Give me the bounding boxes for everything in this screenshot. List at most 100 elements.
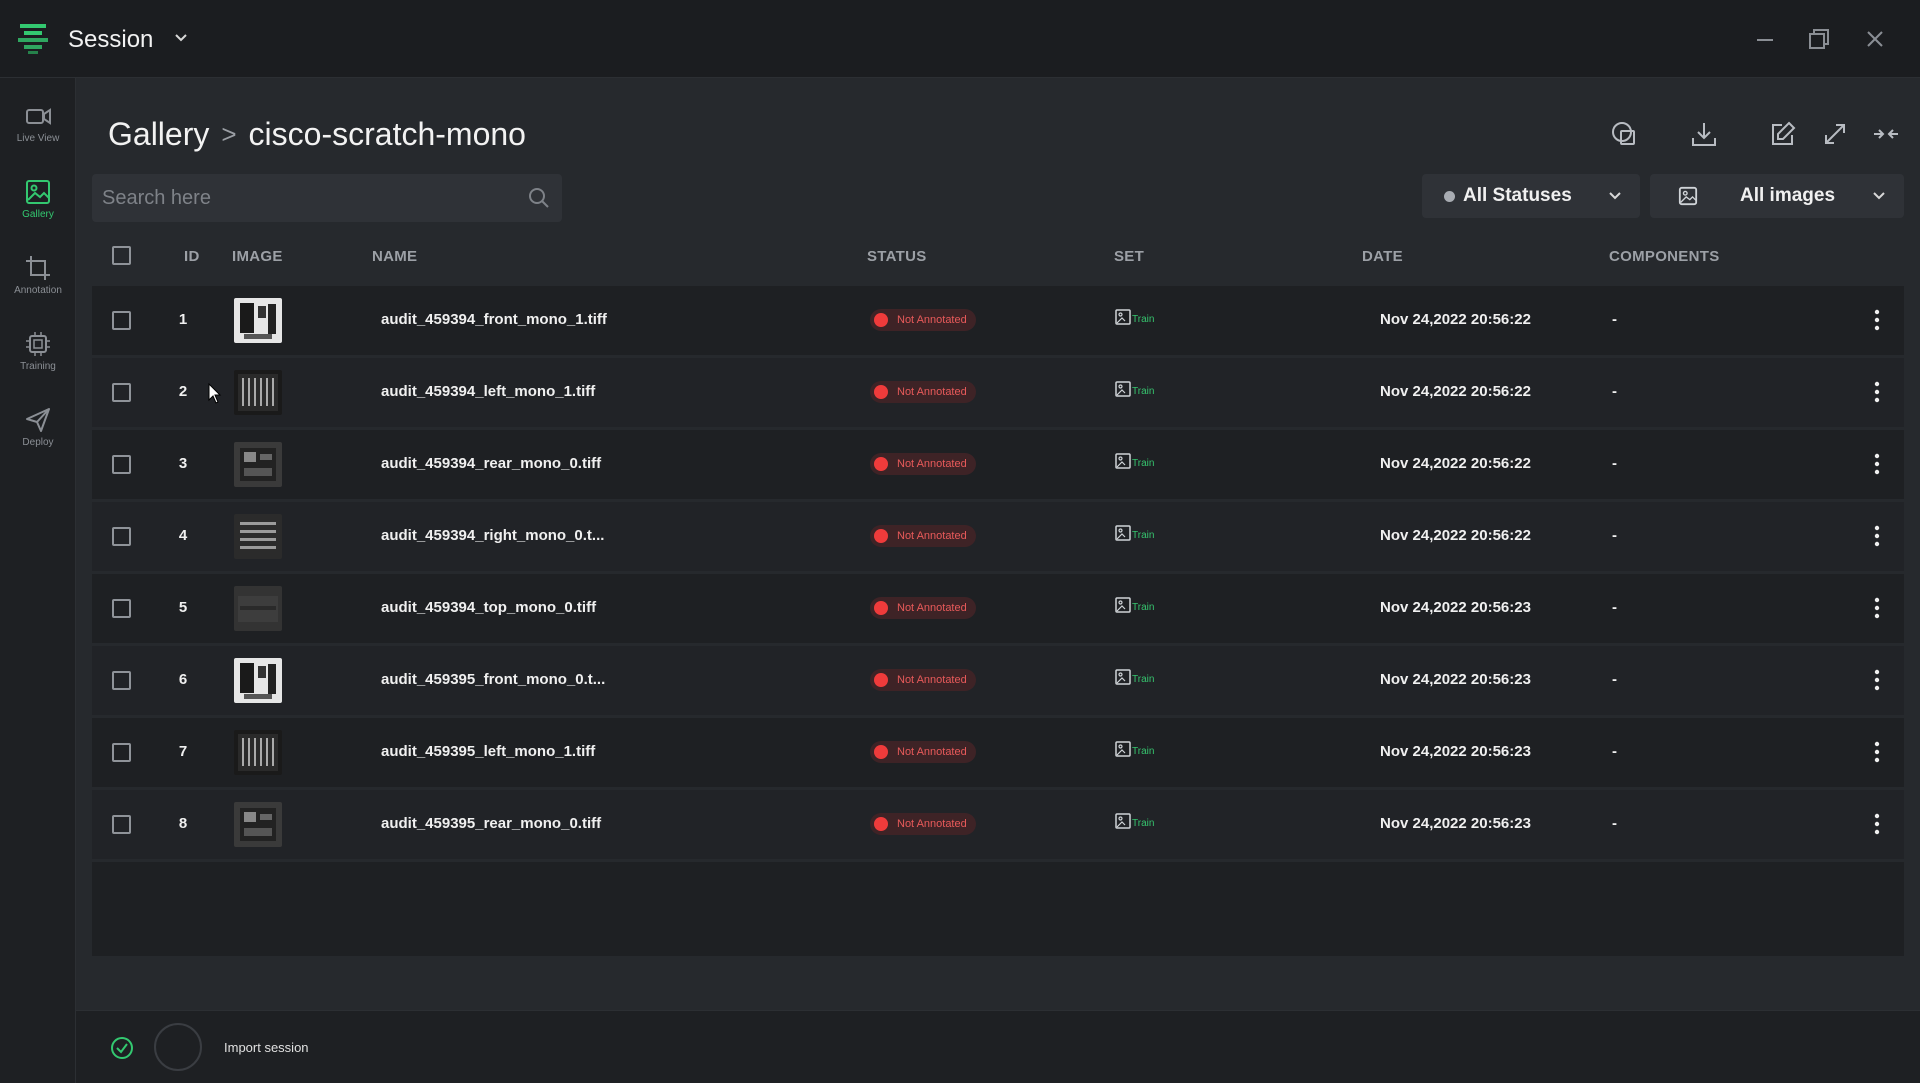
edit-icon[interactable] <box>1769 120 1797 148</box>
more-options-icon[interactable] <box>1873 380 1881 404</box>
image-thumbnail[interactable] <box>234 658 282 703</box>
table-row[interactable]: 1 audit_459394_front_mono_1.tiff Not Ann… <box>92 286 1904 355</box>
status-dot-icon <box>874 673 888 687</box>
row-id: 2 <box>178 383 188 400</box>
row-name[interactable]: audit_459394_rear_mono_0.tiff <box>381 455 602 472</box>
row-checkbox[interactable] <box>112 815 131 834</box>
row-name[interactable]: audit_459395_rear_mono_0.tiff <box>381 815 602 832</box>
more-options-icon[interactable] <box>1873 308 1881 332</box>
more-options-icon[interactable] <box>1873 812 1881 836</box>
table-row[interactable]: 2 audit_459394_left_mono_1.tiff Not Anno… <box>92 358 1904 427</box>
image-thumbnail[interactable] <box>234 298 282 343</box>
row-components: - <box>1612 527 1617 544</box>
row-id: 1 <box>178 311 188 328</box>
close-icon[interactable] <box>1862 26 1888 52</box>
row-id: 8 <box>178 815 188 832</box>
more-options-icon[interactable] <box>1873 452 1881 476</box>
column-header-date[interactable]: DATE <box>1362 248 1403 265</box>
more-options-icon[interactable] <box>1873 740 1881 764</box>
row-id: 7 <box>178 743 188 760</box>
table-row[interactable]: 4 audit_459394_right_mono_0.t... Not Ann… <box>92 502 1904 571</box>
app-title: Session <box>68 26 154 53</box>
chevron-down-icon <box>1873 192 1885 200</box>
image-thumbnail[interactable] <box>234 442 282 487</box>
status-text: Not Annotated <box>897 602 967 614</box>
row-id: 5 <box>178 599 188 616</box>
shapes-icon[interactable] <box>1610 120 1638 148</box>
column-header-status[interactable]: STATUS <box>867 248 927 265</box>
row-checkbox[interactable] <box>112 527 131 546</box>
table-row[interactable]: 7 audit_459395_left_mono_1.tiff Not Anno… <box>92 718 1904 787</box>
column-header-name[interactable]: NAME <box>372 248 418 265</box>
breadcrumb-separator: > <box>221 119 237 149</box>
restore-icon[interactable] <box>1806 26 1832 52</box>
train-image-icon <box>1115 741 1131 757</box>
image-filter-dropdown[interactable]: All images <box>1650 174 1904 218</box>
train-image-icon <box>1115 597 1131 613</box>
image-thumbnail[interactable] <box>234 730 282 775</box>
status-text: Not Annotated <box>897 818 967 830</box>
search-icon[interactable] <box>528 187 550 209</box>
image-thumbnail[interactable] <box>234 586 282 631</box>
status-badge: Not Annotated <box>870 813 976 835</box>
train-image-icon <box>1115 309 1131 325</box>
column-header-components: COMPONENTS <box>1609 248 1720 265</box>
table-empty-space <box>92 862 1904 956</box>
sidebar-item-annotation[interactable]: Annotation <box>0 250 76 312</box>
set-tag: Train <box>1115 741 1154 757</box>
column-header-id[interactable]: ID <box>184 248 200 265</box>
row-checkbox[interactable] <box>112 671 131 690</box>
status-dot-icon <box>874 817 888 831</box>
breadcrumb-root[interactable]: Gallery <box>108 116 210 152</box>
status-filter-dropdown[interactable]: All Statuses <box>1422 174 1640 218</box>
row-checkbox[interactable] <box>112 383 131 402</box>
table-body: 1 audit_459394_front_mono_1.tiff Not Ann… <box>92 286 1904 859</box>
sidebar-item-live-view[interactable]: Live View <box>0 98 76 160</box>
set-label: Train <box>1132 314 1155 325</box>
sidebar-item-deploy[interactable]: Deploy <box>0 402 76 464</box>
more-options-icon[interactable] <box>1873 524 1881 548</box>
status-bar: Import session <box>76 1010 1920 1083</box>
row-name[interactable]: audit_459394_front_mono_1.tiff <box>381 311 607 328</box>
row-name[interactable]: audit_459394_right_mono_0.t... <box>381 527 605 544</box>
sidebar-item-label: Training <box>20 361 56 372</box>
row-name[interactable]: audit_459394_left_mono_1.tiff <box>381 383 596 400</box>
row-checkbox[interactable] <box>112 743 131 762</box>
more-options-icon[interactable] <box>1873 596 1881 620</box>
image-thumbnail[interactable] <box>234 370 282 415</box>
row-components: - <box>1612 743 1617 760</box>
table-row[interactable]: 3 audit_459394_rear_mono_0.tiff Not Anno… <box>92 430 1904 499</box>
minimize-icon[interactable] <box>1752 26 1778 52</box>
image-thumbnail[interactable] <box>234 802 282 847</box>
table-row[interactable]: 8 audit_459395_rear_mono_0.tiff Not Anno… <box>92 790 1904 859</box>
sidebar-item-training[interactable]: Training <box>0 326 76 388</box>
sidebar-item-gallery[interactable]: Gallery <box>0 174 76 236</box>
row-date: Nov 24,2022 20:56:23 <box>1380 599 1531 616</box>
row-date: Nov 24,2022 20:56:22 <box>1380 527 1531 544</box>
status-dot-icon <box>874 601 888 615</box>
column-header-set[interactable]: SET <box>1114 248 1145 265</box>
image-thumbnail[interactable] <box>234 514 282 559</box>
breadcrumb-current: cisco-scratch-mono <box>248 116 526 152</box>
row-checkbox[interactable] <box>112 455 131 474</box>
image-icon <box>1678 186 1698 206</box>
chevron-down-icon[interactable] <box>174 33 188 43</box>
status-dot-icon <box>874 529 888 543</box>
row-checkbox[interactable] <box>112 599 131 618</box>
more-options-icon[interactable] <box>1873 668 1881 692</box>
status-badge: Not Annotated <box>870 597 976 619</box>
download-icon[interactable] <box>1690 120 1718 148</box>
row-name[interactable]: audit_459394_top_mono_0.tiff <box>381 599 597 616</box>
table-row[interactable]: 6 audit_459395_front_mono_0.t... Not Ann… <box>92 646 1904 715</box>
status-dot-icon <box>874 313 888 327</box>
row-name[interactable]: audit_459395_front_mono_0.t... <box>381 671 606 688</box>
row-name[interactable]: audit_459395_left_mono_1.tiff <box>381 743 596 760</box>
collapse-icon[interactable] <box>1872 120 1900 148</box>
search-input[interactable] <box>102 174 502 222</box>
import-session-label[interactable]: Import session <box>224 1040 309 1055</box>
select-all-checkbox[interactable] <box>112 246 131 265</box>
table-row[interactable]: 5 audit_459394_top_mono_0.tiff Not Annot… <box>92 574 1904 643</box>
cpu-chip-icon <box>26 332 50 356</box>
expand-icon[interactable] <box>1821 120 1849 148</box>
row-checkbox[interactable] <box>112 311 131 330</box>
